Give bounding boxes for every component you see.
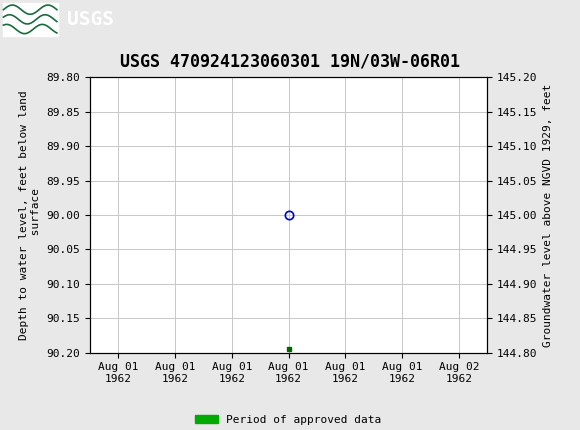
Y-axis label: Depth to water level, feet below land
 surface: Depth to water level, feet below land su…	[19, 90, 41, 340]
Y-axis label: Groundwater level above NGVD 1929, feet: Groundwater level above NGVD 1929, feet	[543, 83, 553, 347]
Text: USGS 470924123060301 19N/03W-06R01: USGS 470924123060301 19N/03W-06R01	[120, 53, 460, 71]
FancyBboxPatch shape	[3, 3, 58, 36]
Text: USGS: USGS	[67, 10, 114, 29]
Legend: Period of approved data: Period of approved data	[191, 411, 386, 430]
